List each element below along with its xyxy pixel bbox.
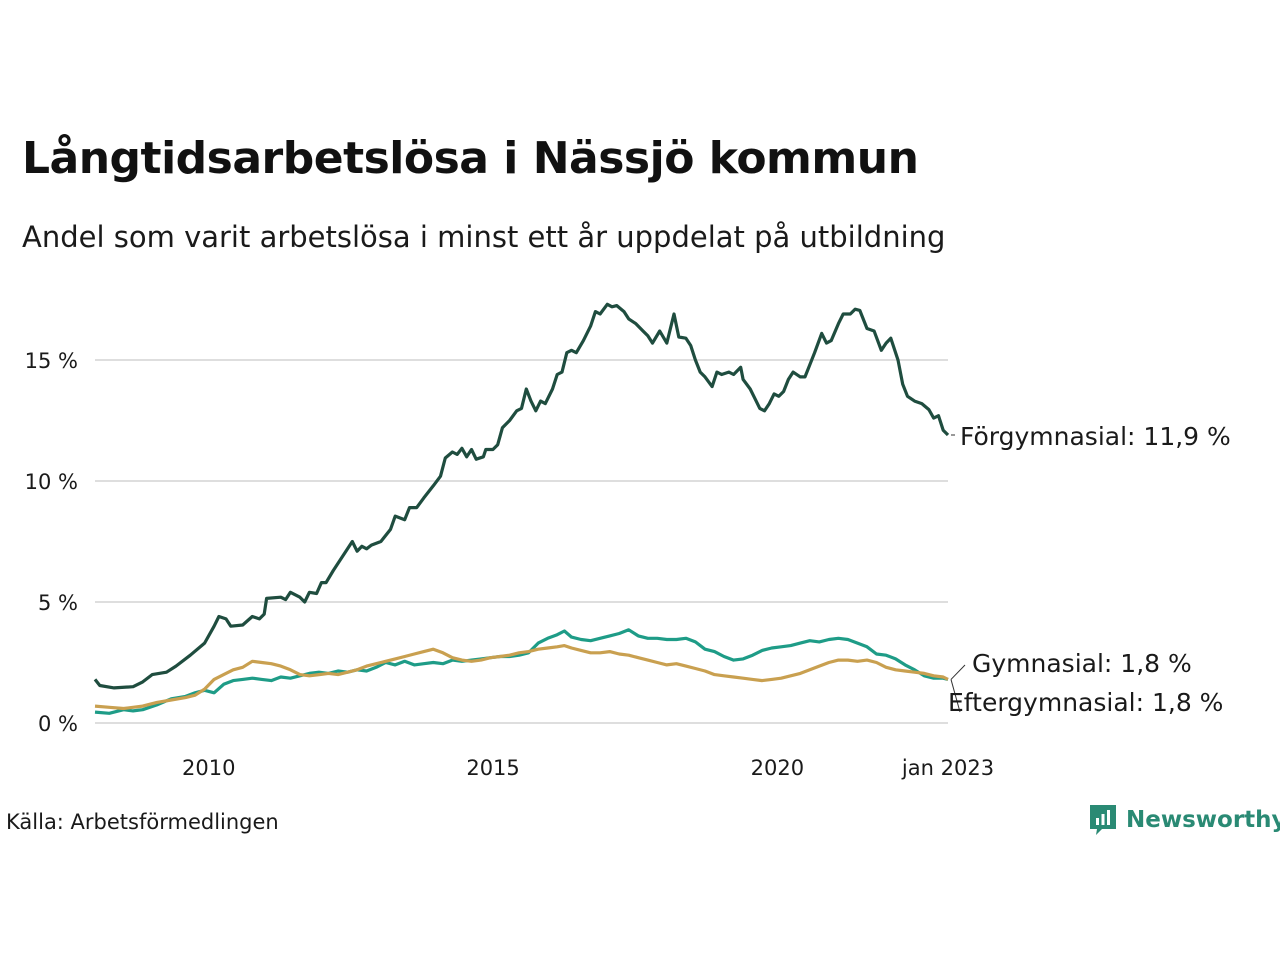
y-tick-label: 15 % — [25, 349, 78, 373]
source-note: Källa: Arbetsförmedlingen — [6, 810, 279, 834]
series-label: Gymnasial: 1,8 % — [972, 649, 1192, 678]
label-connector — [950, 664, 966, 680]
label-connector — [950, 679, 961, 713]
series-line — [94, 644, 949, 711]
series-label: Förgymnasial: 11,9 % — [960, 422, 1231, 451]
y-tick-label: 5 % — [38, 591, 78, 615]
y-tick-label: 10 % — [25, 470, 78, 494]
y-tick-label: 0 % — [38, 712, 78, 736]
x-tick-label: 2010 — [182, 756, 235, 780]
series-labels: Förgymnasial: 11,9 % Gymnasial: 1,8 % Efte… — [948, 422, 1231, 717]
axis-ticks: 0 % 5 % 10 % 15 % 2010 2015 2020 jan 2023 — [25, 349, 994, 780]
series-line — [94, 628, 949, 715]
series-lines — [93, 302, 950, 715]
series-line — [93, 302, 950, 690]
newsworthy-logo-icon — [1090, 805, 1116, 835]
newsworthy-logo[interactable]: Newsworthy — [1088, 803, 1280, 837]
chart-title: Långtidsarbetslösa i Nässjö kommun — [22, 133, 919, 184]
x-tick-label: 2020 — [751, 756, 804, 780]
brand-name: Newsworthy — [1126, 807, 1280, 833]
gridlines — [95, 359, 948, 724]
x-tick-label: 2015 — [466, 756, 519, 780]
chart-subtitle: Andel som varit arbetslösa i minst ett å… — [22, 220, 946, 254]
x-tick-label: jan 2023 — [901, 756, 994, 780]
series-label: Eftergymnasial: 1,8 % — [948, 688, 1223, 717]
